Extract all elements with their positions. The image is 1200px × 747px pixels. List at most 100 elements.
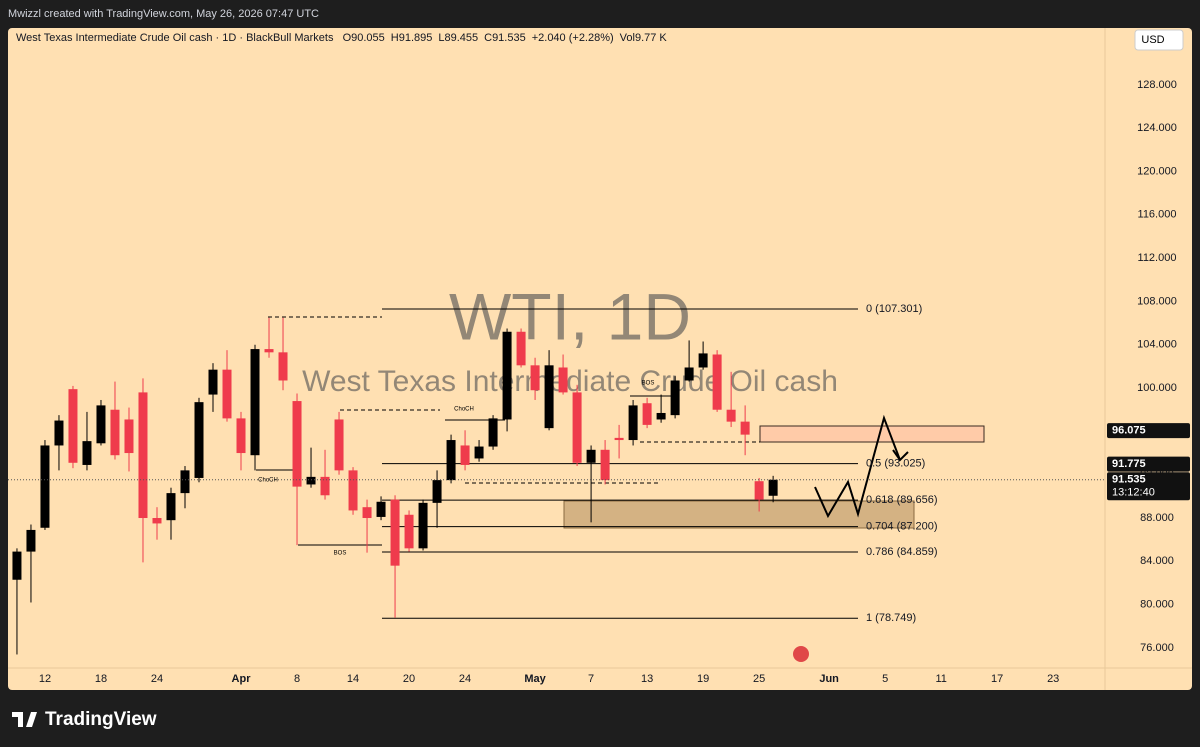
legend-value: H91.895 [391,32,433,44]
x-tick-label: 20 [403,673,415,685]
x-tick-label: 18 [95,673,107,685]
candle-body [292,401,302,487]
candle-body [180,470,190,494]
price-badge [1107,423,1190,439]
candle-body [334,419,344,471]
candle-body [474,446,484,459]
candle-body [642,403,652,425]
y-tick-label: 120.000 [1137,165,1177,177]
legend-value: O90.055 [343,32,385,44]
legend-value: C91.535 [484,32,526,44]
legend-value: +2.040 (+2.28%) [532,32,614,44]
y-tick-label: 124.000 [1137,122,1177,134]
annotation: ChoCH [258,478,278,484]
candle-body [404,514,414,549]
y-tick-label: 88.000 [1140,512,1174,524]
candle-body [68,389,78,463]
candle-body [544,365,554,429]
candle-body [152,518,162,524]
countdown: 13:12:40 [1112,487,1155,499]
legend-value: L89.455 [438,32,478,44]
candle-body [138,392,148,519]
candle-body [82,441,92,465]
candle-body [698,353,708,368]
price-badge-label: 96.075 [1112,424,1146,436]
candle-body [236,418,246,454]
projection-arrowhead [892,449,909,462]
candle-body [40,445,50,528]
candle-body [222,369,232,419]
candle-body [124,419,134,454]
y-tick-label: 112.000 [1138,252,1177,264]
annotation: ChoCH [454,407,474,413]
y-tick-label: 80.000 [1140,599,1174,611]
price-badge [1107,456,1190,472]
y-tick-label: 104.000 [1137,339,1177,351]
fib-label: 0.5 (93.025) [866,458,925,470]
candle-body [110,409,120,456]
y-tick-label: 128.000 [1137,79,1177,91]
y-tick-label: 76.000 [1140,642,1174,654]
candle-body [670,380,680,416]
event-flag[interactable] [793,646,809,662]
candle-body [306,476,316,485]
price-badge-label: 91.535 [1112,474,1146,486]
x-tick-label: May [524,673,546,685]
y-tick-label: 84.000 [1140,555,1174,567]
fib-label: 0.786 (84.859) [866,546,938,558]
y-tick-label: 100.000 [1137,382,1177,394]
brand: TradingView [45,709,157,730]
currency[interactable]: USD [1141,34,1164,46]
x-tick-label: 17 [991,673,1003,685]
candle-body [264,349,274,353]
candle-body [432,480,442,503]
legend-value: Vol9.77 K [620,32,668,44]
x-tick-label: 24 [151,673,163,685]
candle-body [348,470,358,511]
x-tick-label: 13 [641,673,653,685]
demand-zone [563,500,915,529]
candle-body [502,331,512,420]
x-tick-label: 14 [347,673,359,685]
candle-body [96,405,106,444]
supply-zone [759,425,985,443]
candle-body [516,331,526,366]
candle-body [488,418,498,447]
fib-label: 0 (107.301) [866,303,922,315]
candle-body [26,529,36,552]
candle-body [768,479,778,496]
candle-body [530,365,540,391]
watermark-title: WTI, 1D [449,279,691,353]
candle-body [194,402,204,478]
x-tick-label: Apr [232,673,252,685]
candle-body [12,551,22,580]
candle-body [614,437,624,441]
fib-label: 0.618 (89.656) [866,494,938,506]
x-tick-label: 23 [1047,673,1059,685]
x-tick-label: 24 [459,673,471,685]
candle-body [390,499,400,566]
candle-body [712,354,722,410]
candle-body [376,501,386,517]
candle-body [726,409,736,422]
candle-body [418,502,428,549]
legend-symbol: West Texas Intermediate Crude Oil cash ·… [16,32,334,44]
annotation: BOS [334,551,347,557]
currency-button[interactable] [1134,29,1184,51]
candle-body [166,493,176,521]
candle-body [54,420,64,446]
x-tick-label: 19 [697,673,709,685]
annotation: BOS [642,381,655,387]
candle-body [656,412,666,420]
drawings [256,316,985,546]
brand-logo [12,712,37,727]
candle-body [362,507,372,519]
candle-body [628,405,638,441]
y-tick-label: 116.000 [1138,209,1177,221]
credit: Mwizzl created with TradingView.com, May… [8,8,319,20]
candle-body [600,449,610,481]
legend: West Texas Intermediate Crude Oil cash ·… [16,32,667,44]
candle-body [250,349,260,456]
candle-body [460,445,470,465]
